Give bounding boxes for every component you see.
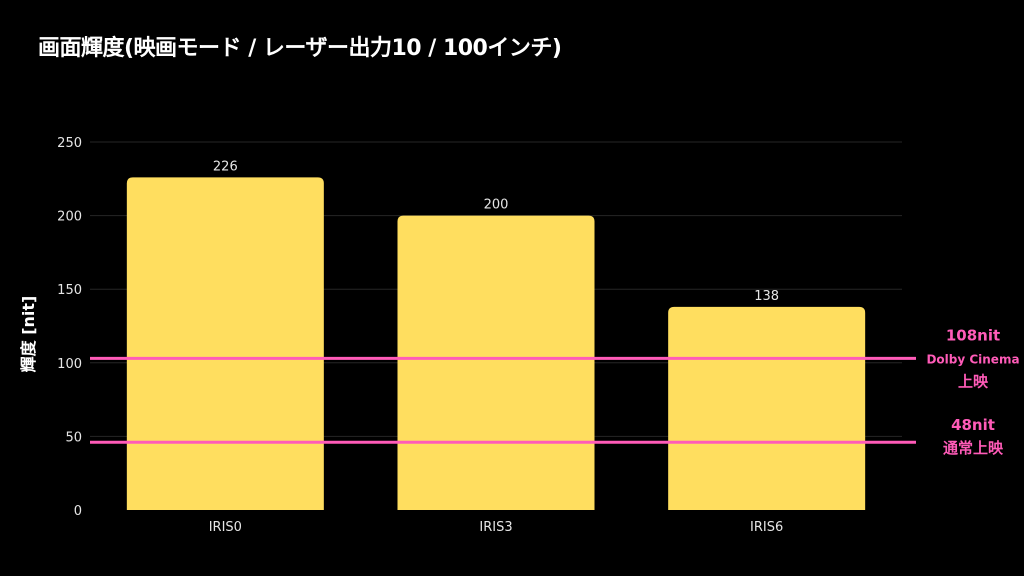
x-tick-label: IRIS3 [479,520,512,535]
reference-lines-layer: 108nit Dolby Cinema 上映 48nit 通常上映 [90,326,1020,457]
reference-line-label: 通常上映 [943,439,1004,457]
y-tick-label: 250 [57,136,82,151]
x-tick-label: IRIS6 [750,520,783,535]
y-axis-label: 輝度 [nit] [19,296,38,373]
axis-layer: 0 50 100 150 200 250 IRIS0 IRIS3 IRIS6 [57,136,783,535]
reference-line-label: Dolby Cinema [926,352,1019,366]
data-label: 200 [484,198,509,213]
bar-iris6 [668,306,866,510]
reference-line-label: 108nit [946,326,1000,344]
bar-iris3 [397,215,595,510]
chart-title: 画面輝度(映画モード / レーザー出力10 / 100インチ) [38,36,562,61]
y-tick-label: 0 [74,504,82,519]
bar-iris0 [126,177,324,510]
data-label: 226 [213,159,238,174]
data-label: 138 [754,289,779,304]
bars-layer: 226 200 138 [126,159,866,510]
y-tick-label: 150 [57,283,82,298]
y-tick-label: 100 [57,357,82,372]
reference-line-label: 48nit [951,416,995,434]
y-tick-label: 200 [57,210,82,225]
x-tick-label: IRIS0 [209,520,242,535]
y-tick-label: 50 [65,430,82,445]
reference-line-label: 上映 [958,372,989,390]
